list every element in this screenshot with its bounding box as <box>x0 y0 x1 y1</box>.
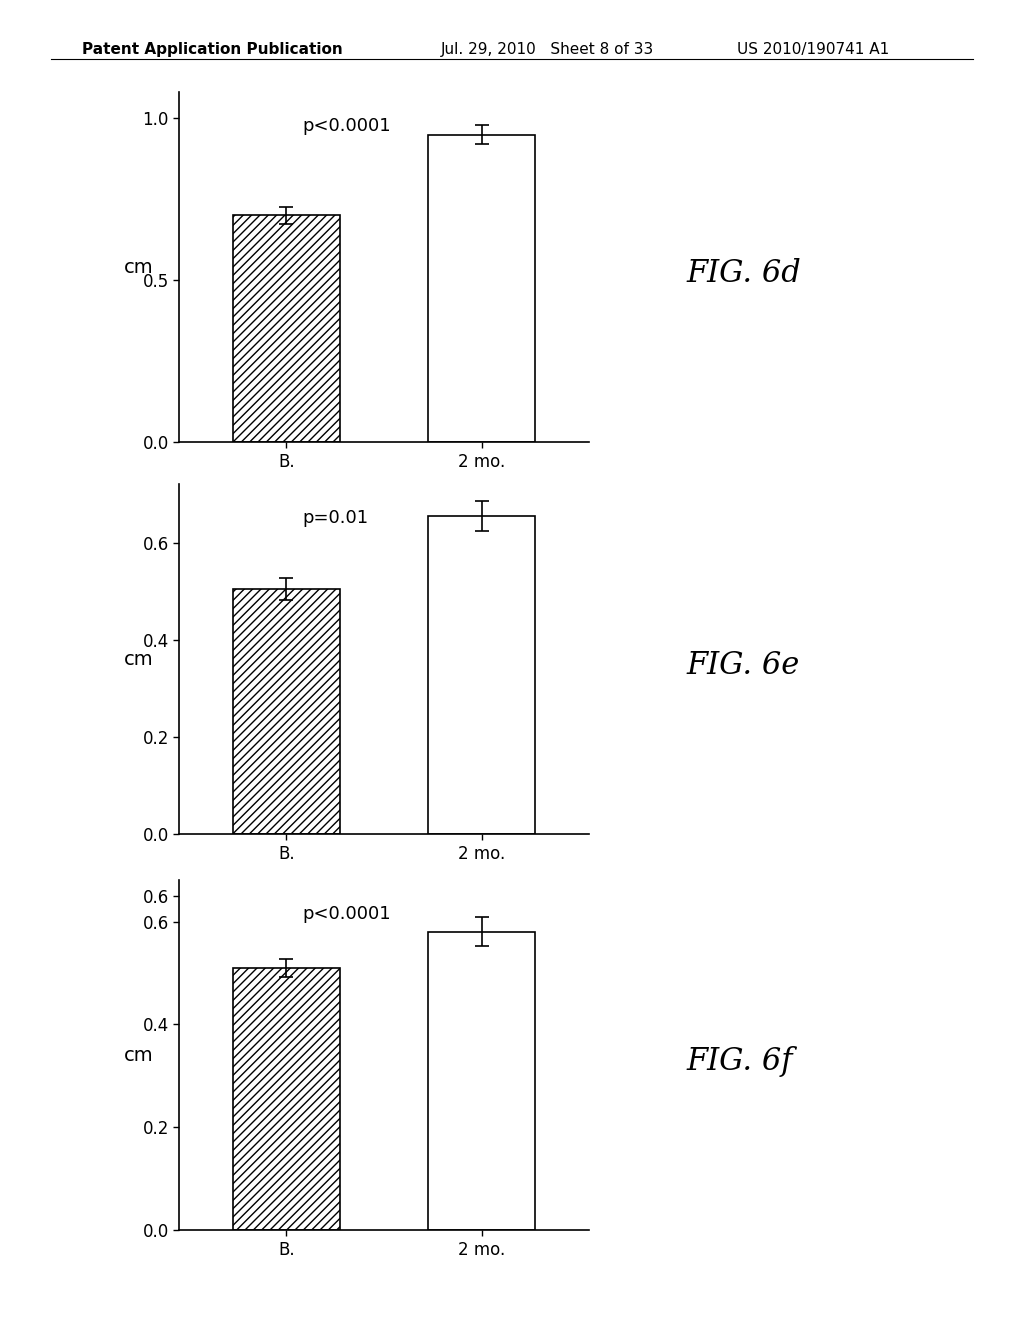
Bar <box>428 516 536 834</box>
Text: FIG. 6e: FIG. 6e <box>686 649 800 681</box>
Text: p=0.01: p=0.01 <box>302 510 369 527</box>
Y-axis label: cm: cm <box>124 1045 153 1065</box>
Bar <box>232 589 340 834</box>
Bar <box>428 932 536 1230</box>
Bar <box>428 135 536 442</box>
Text: FIG. 6d: FIG. 6d <box>686 257 801 289</box>
Text: US 2010/190741 A1: US 2010/190741 A1 <box>737 42 890 57</box>
Text: Jul. 29, 2010   Sheet 8 of 33: Jul. 29, 2010 Sheet 8 of 33 <box>440 42 653 57</box>
Bar <box>232 968 340 1230</box>
Text: p<0.0001: p<0.0001 <box>302 906 391 923</box>
Y-axis label: cm: cm <box>124 649 153 669</box>
Text: FIG. 6f: FIG. 6f <box>686 1045 793 1077</box>
Y-axis label: cm: cm <box>124 257 153 277</box>
Bar <box>232 215 340 442</box>
Text: Patent Application Publication: Patent Application Publication <box>82 42 343 57</box>
Text: p<0.0001: p<0.0001 <box>302 117 391 135</box>
